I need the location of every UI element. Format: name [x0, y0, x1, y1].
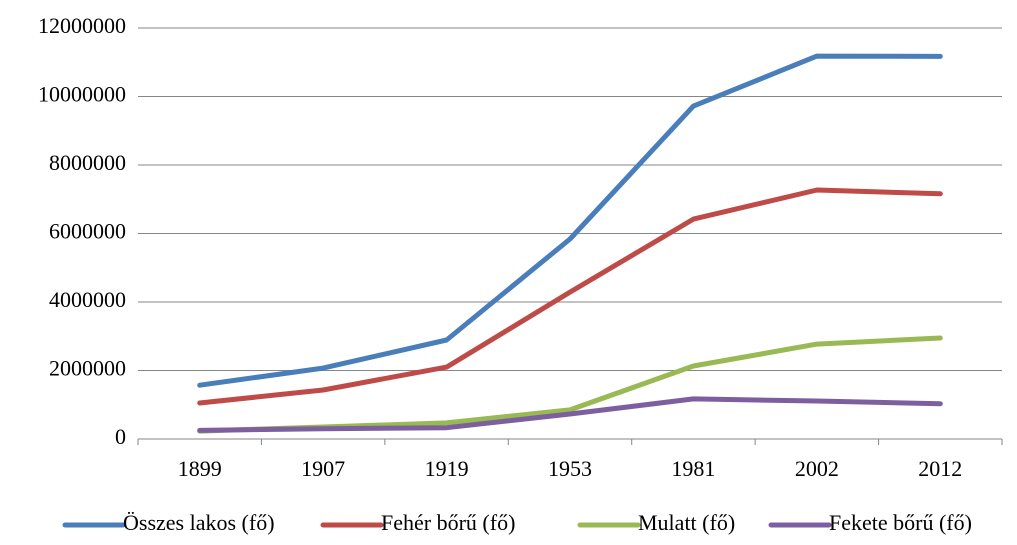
legend-label: Mulatt (fő) — [638, 510, 735, 535]
legend-label: Fehér bőrű (fő) — [381, 510, 515, 535]
x-tick-label: 1981 — [671, 456, 715, 481]
x-tick-label: 1907 — [301, 456, 345, 481]
series-line — [197, 335, 943, 434]
legend-label: Összes lakos (fő) — [123, 510, 275, 535]
x-tick-label: 2012 — [918, 456, 962, 481]
y-tick-label: 2000000 — [49, 356, 126, 381]
y-tick-label: 4000000 — [49, 287, 126, 312]
x-tick-label: 1919 — [425, 456, 469, 481]
legend-label: Fekete bőrű (fő) — [829, 510, 972, 535]
y-tick-label: 10000000 — [38, 82, 126, 107]
y-tick-label: 0 — [115, 424, 126, 449]
series-line — [197, 187, 943, 406]
x-tick-label: 1953 — [548, 456, 592, 481]
y-tick-label: 12000000 — [38, 13, 126, 38]
y-tick-label: 6000000 — [49, 219, 126, 244]
x-tick-label: 2002 — [795, 456, 839, 481]
x-tick-label: 1899 — [178, 456, 222, 481]
y-tick-label: 8000000 — [49, 150, 126, 175]
series-line — [197, 396, 943, 433]
series-line — [197, 53, 943, 388]
